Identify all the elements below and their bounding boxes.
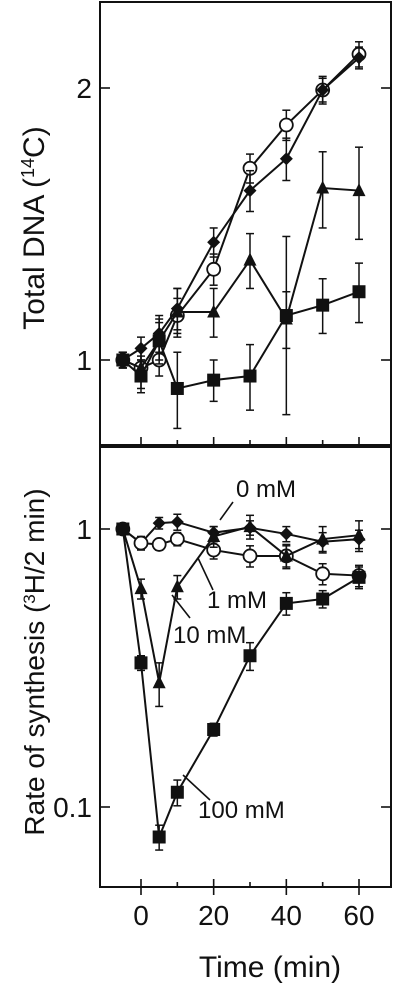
panel1-series-0-point-3 (170, 515, 184, 529)
panel1-series-3-point-1 (134, 656, 148, 670)
bottom-plot-frame (99, 446, 392, 888)
xtick-label-0: 0 (133, 900, 149, 931)
panel0-series-2-point-5 (243, 252, 257, 266)
panel1-series-1-point-5 (242, 548, 258, 564)
panel1-series-1-point-7 (315, 566, 331, 582)
panel0-ytick-label-0: 1 (76, 345, 92, 376)
panel0-series-2-point-7 (316, 180, 330, 194)
panel1-ytick-label-1: 1 (76, 514, 92, 545)
panel0-ytick-label-1: 2 (76, 73, 92, 104)
panel1-series-3-point-2 (152, 830, 166, 844)
panel0-series-1-point-8 (352, 51, 366, 65)
panel1-series-3-point-5 (243, 649, 257, 663)
panel1-series-0-point-2 (152, 516, 166, 530)
panel1-series-3-point-8 (352, 570, 366, 584)
annotation-leader-1mM (197, 557, 214, 591)
panel1-series-3-point-6 (279, 596, 293, 610)
panel0-series-3-point-1 (134, 369, 148, 383)
panel0-series-2-point-3 (170, 304, 184, 318)
panel1-series-1-point-2 (151, 537, 167, 552)
panel0-series-3-point-6 (279, 309, 293, 323)
top-ylabel: Total DNA (14C) (18, 126, 51, 329)
annotation-leader-0mM (219, 501, 234, 521)
panel0-series-1-point-6 (279, 152, 293, 166)
annotation-1mM: 1 mM (207, 587, 267, 614)
panel0-series-3-point-0 (116, 353, 130, 367)
xtick-label-2: 40 (271, 900, 302, 931)
panel0-series-2-point-8 (352, 183, 366, 197)
xtick-label-1: 20 (198, 900, 229, 931)
panel1-series-2-point-4 (207, 528, 221, 542)
panel1-series-3-point-0 (116, 522, 130, 536)
bottom-ylabel-end: H/2 min) (19, 488, 50, 594)
top-ylabel-main: Total DNA ( (18, 178, 51, 330)
panel1-series-2-point-2 (152, 675, 166, 689)
panel1-series-2-point-1 (134, 581, 148, 595)
annotation-10mM: 10 mM (173, 622, 246, 649)
panel1-series-2-point-5 (243, 519, 257, 533)
panel1-series-3-point-7 (316, 592, 330, 606)
panel0-series-3-point-5 (243, 369, 257, 383)
panel1-series-3-point-3 (170, 785, 184, 799)
top-ylabel-end: C) (18, 126, 51, 158)
panel0-series-1-point-4 (207, 235, 221, 249)
panel0-series-1-point-5 (243, 184, 257, 198)
panel1-series-2-point-8 (352, 527, 366, 541)
bottom-ylabel-sup: 3 (20, 594, 39, 603)
panel1-series-0-point-6 (279, 527, 293, 541)
annotation-leader-100mM (182, 774, 211, 801)
panel0-series-1-point-7 (316, 83, 330, 97)
annotation-100mM: 100 mM (198, 797, 285, 824)
panel1-series-2-point-6 (279, 548, 293, 562)
xtick-label-3: 60 (343, 900, 374, 931)
panel0-series-3-point-8 (352, 285, 366, 299)
panel1-series-2-point-3 (170, 579, 184, 593)
chart-marks: 1 2 0.1 1 0 20 40 60 (53, 41, 391, 931)
top-plot-frame (99, 1, 392, 446)
top-ylabel-sup: 14 (18, 158, 38, 178)
panel0-series-0-point-4 (206, 261, 222, 277)
panel0-series-3-point-7 (316, 298, 330, 312)
bottom-ylabel-main: Rate of synthesis ( (19, 603, 50, 836)
panel1-series-3-point-4 (207, 723, 221, 737)
panel1-ytick-label-0: 0.1 (53, 792, 92, 823)
panel0-series-3-point-4 (207, 373, 221, 387)
bottom-ylabel: Rate of synthesis (3H/2 min) (19, 488, 50, 835)
panel0-series-0-point-6 (278, 117, 294, 133)
panel0-series-3-point-3 (170, 381, 184, 395)
x-axis-title: Time (min) (199, 951, 341, 983)
panel0-series-3-point-2 (152, 334, 166, 348)
panel1-series-1-point-3 (169, 531, 185, 547)
annotation-0mM: 0 mM (236, 476, 296, 503)
panel0-series-2-point-4 (207, 304, 221, 318)
panel1-series-1-point-1 (133, 535, 149, 551)
panel1-series-2-point-7 (316, 531, 330, 545)
panel0-series-1-line (122, 57, 360, 361)
